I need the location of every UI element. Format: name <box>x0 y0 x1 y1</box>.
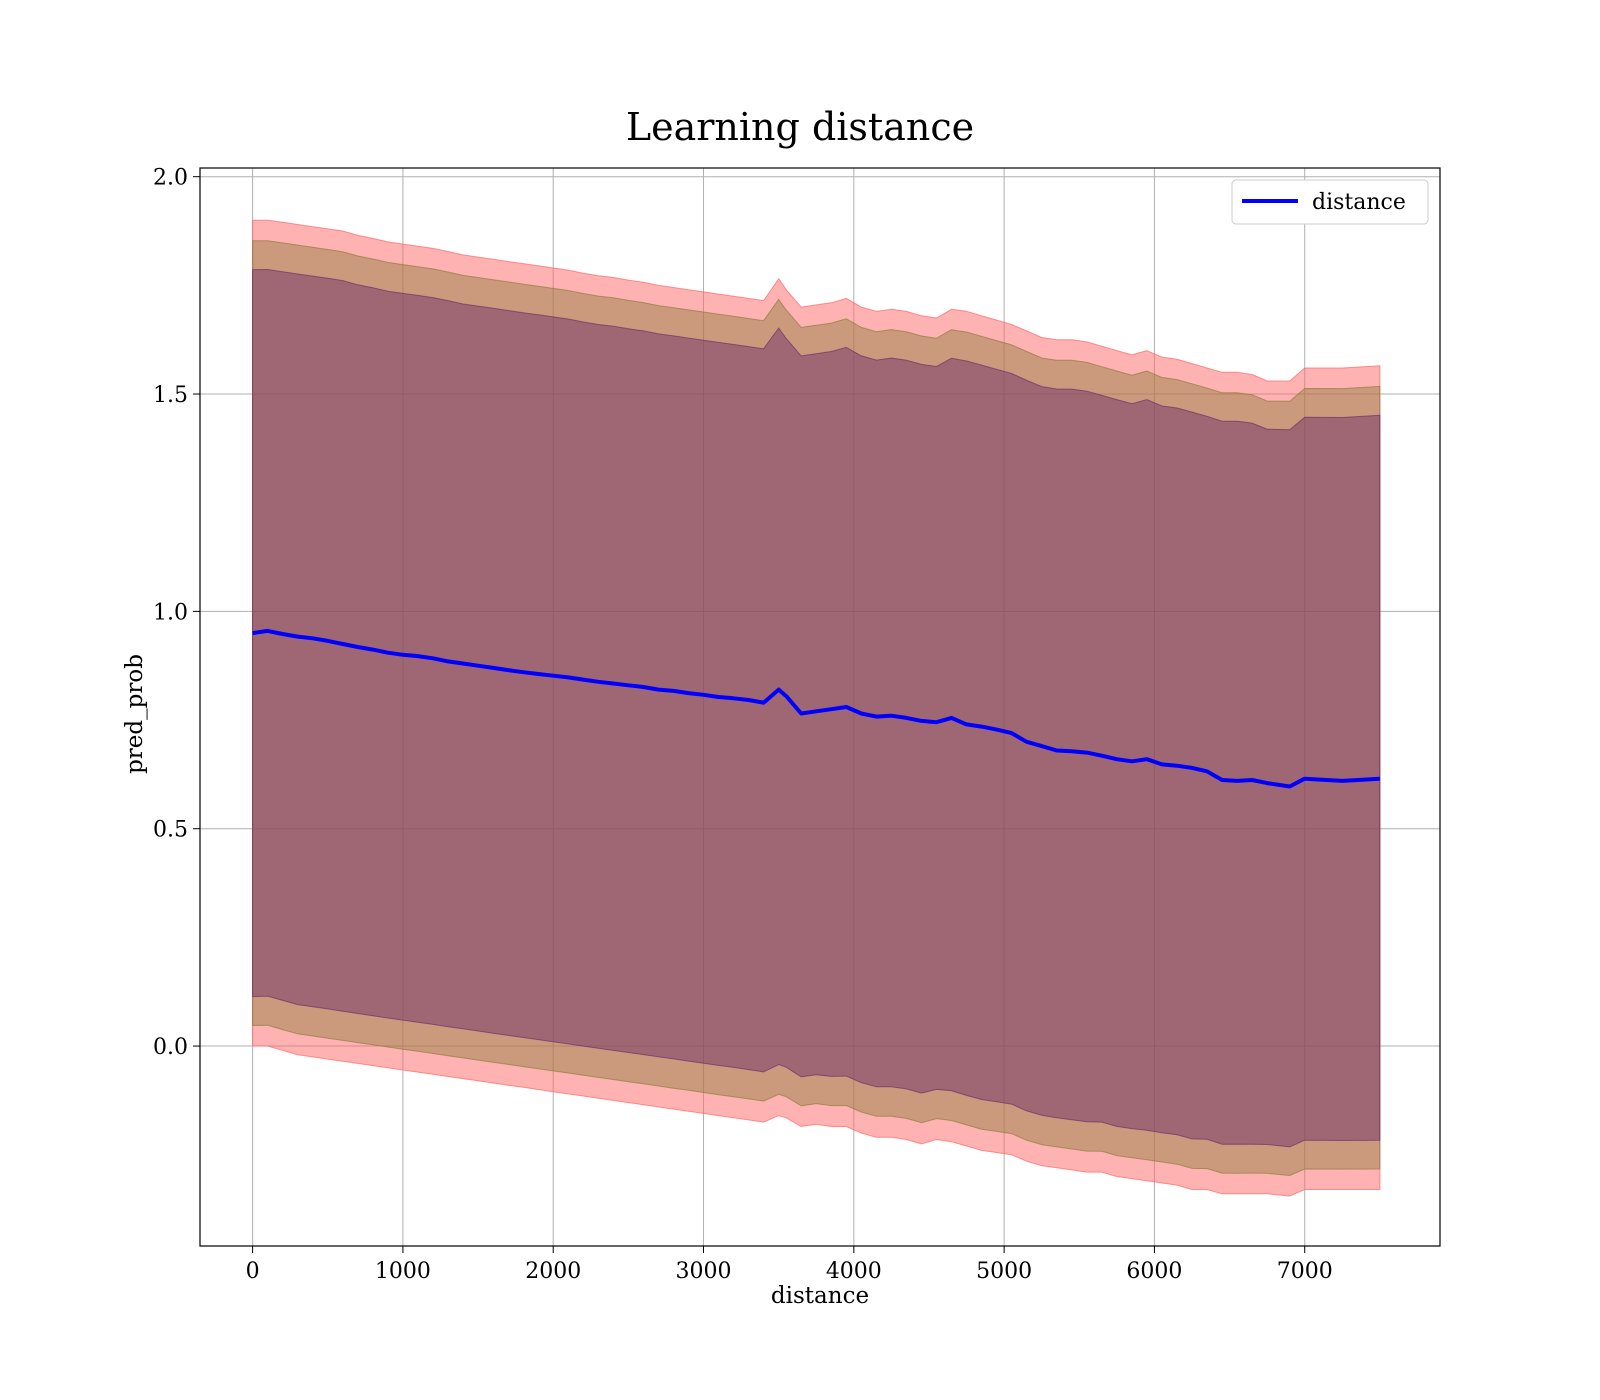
x-tick-label: 3000 <box>676 1259 732 1284</box>
y-tick-label: 2.0 <box>153 166 188 191</box>
chart-title: Learning distance <box>626 105 974 149</box>
series-line-distance <box>252 628 1381 789</box>
y-axis-ticks: 0.0 0.5 1.0 1.5 2.0 <box>153 166 200 1060</box>
x-tick-label: 2000 <box>525 1259 581 1284</box>
y-axis-label: pred_prob <box>122 654 148 774</box>
legend-label: distance <box>1312 190 1406 215</box>
legend-box <box>1231 179 1429 225</box>
y-tick-label: 0.0 <box>153 1035 188 1060</box>
plot-frame <box>199 167 1441 1247</box>
x-tick-label: 0 <box>246 1259 260 1284</box>
x-tick-label: 5000 <box>976 1259 1032 1284</box>
x-tick-label: 6000 <box>1126 1259 1182 1284</box>
legend: distance <box>1231 179 1429 225</box>
confidence-band-2 <box>252 268 1381 1148</box>
y-tick-label: 0.5 <box>153 818 188 843</box>
x-tick-label: 7000 <box>1277 1259 1333 1284</box>
series-lines <box>252 628 1381 789</box>
x-tick-label: 1000 <box>375 1259 431 1284</box>
y-tick-label: 1.0 <box>153 600 188 625</box>
x-axis-ticks: 0 1000 2000 3000 4000 5000 6000 7000 <box>246 1246 1333 1284</box>
x-tick-label: 4000 <box>826 1259 882 1284</box>
x-axis-label: distance <box>771 1283 869 1309</box>
y-tick-label: 1.5 <box>153 383 188 408</box>
confidence-bands <box>252 219 1381 1197</box>
confidence-band-1 <box>252 240 1381 1177</box>
confidence-band-0 <box>252 219 1381 1197</box>
